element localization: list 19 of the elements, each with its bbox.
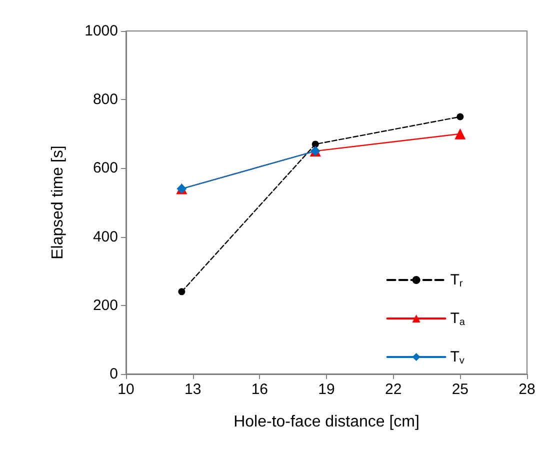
point: [312, 140, 319, 148]
y-tick-label: 800: [92, 91, 118, 108]
y-axis-title: Elapsed time [s]: [50, 146, 66, 260]
y-tick-label: 600: [92, 160, 118, 177]
x-tick-label: 22: [384, 381, 402, 398]
point: [454, 128, 466, 140]
y-tick-label: 200: [92, 296, 118, 314]
x-tick-label: 25: [452, 381, 469, 398]
y-tick-label: 1000: [84, 22, 118, 40]
point: [456, 113, 464, 120]
point: [178, 288, 186, 296]
x-tick-label: 19: [318, 381, 335, 398]
y-tick-label: 0: [110, 366, 118, 382]
x-tick-label: 28: [518, 381, 536, 398]
x-axis-title: Hole-to-face distance [cm]: [234, 414, 420, 430]
x-tick-label: 10: [118, 381, 134, 398]
y-tick-label: 400: [92, 228, 118, 246]
x-tick-label: 16: [251, 381, 268, 398]
x-tick-label: 13: [184, 381, 202, 398]
